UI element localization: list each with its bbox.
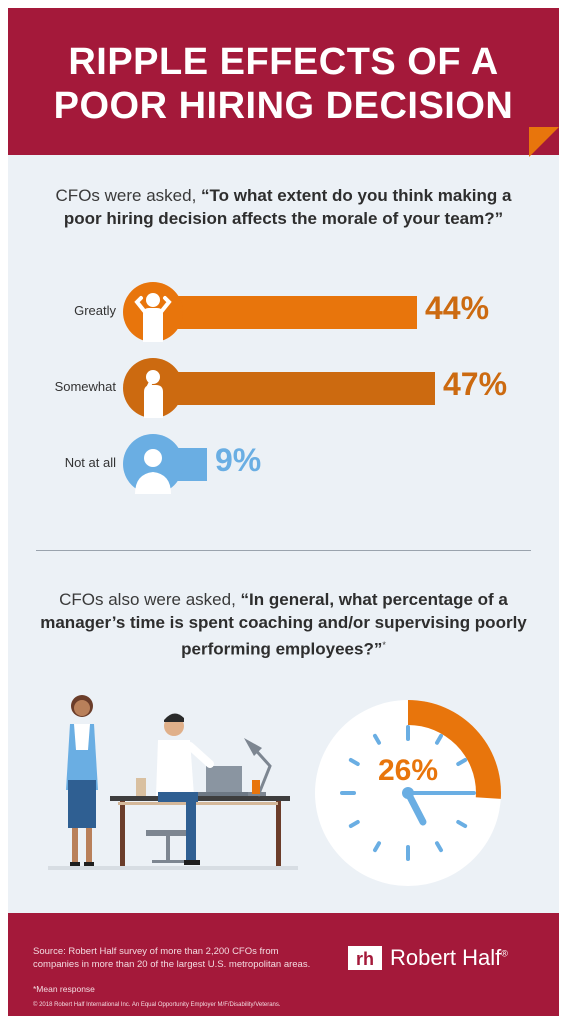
- logo-wordmark: Robert Half®: [390, 945, 508, 971]
- header-banner: RIPPLE EFFECTS OF A POOR HIRING DECISION: [8, 8, 559, 155]
- bar-value-label: 47%: [443, 366, 508, 402]
- source-note: Source: Robert Half survey of more than …: [33, 946, 311, 970]
- bar-label: Somewhat: [54, 379, 116, 394]
- bar-somewhat: [153, 372, 435, 405]
- question-2-footnote-marker: *: [382, 640, 386, 650]
- title-line-2: POOR HIRING DECISION: [53, 85, 514, 127]
- bar-row-somewhat: Somewhat 47%: [8, 352, 559, 422]
- frustrated-person-icon: [123, 282, 183, 342]
- clock-tick: [373, 733, 381, 745]
- analog-clock-icon: 26%: [315, 700, 501, 886]
- footer: Source: Robert Half survey of more than …: [8, 913, 559, 1016]
- clock-tick: [435, 841, 443, 853]
- copyright: © 2018 Robert Half International Inc. An…: [33, 1002, 281, 1008]
- neutral-person-icon: [123, 434, 183, 494]
- clock-tick: [456, 758, 468, 766]
- bar-label: Not at all: [64, 455, 116, 470]
- bar-row-not-at-all: Not at all 9%: [8, 428, 559, 498]
- logo-text: Robert Half: [390, 945, 502, 970]
- robert-half-logo-mark: rh: [348, 946, 382, 970]
- infographic: RIPPLE EFFECTS OF A POOR HIRING DECISION…: [8, 8, 559, 1016]
- logo-registered-mark: ®: [501, 948, 508, 959]
- clock-tick: [456, 820, 468, 828]
- corner-fold: [529, 127, 559, 157]
- bar-value-label: 9%: [215, 442, 262, 478]
- question-1-text: “To what extent do you think making a po…: [63, 186, 512, 228]
- question-1: CFOs were asked, “To what extent do you …: [38, 184, 529, 230]
- svg-text:rh: rh: [356, 949, 374, 969]
- section-divider: [36, 550, 531, 551]
- office-scene-illustration: [48, 695, 298, 870]
- thinking-person-icon: [123, 358, 183, 418]
- question-2: CFOs also were asked, “In general, what …: [38, 588, 529, 661]
- footnote: *Mean response: [33, 984, 95, 994]
- clock-tick: [348, 758, 360, 766]
- clock-tick: [373, 841, 381, 853]
- bar-row-greatly: Greatly 44%: [8, 276, 559, 346]
- page-title: RIPPLE EFFECTS OF A POOR HIRING DECISION: [8, 40, 559, 128]
- clock-tick: [435, 733, 443, 745]
- bar-value-label: 44%: [425, 290, 490, 326]
- bar-label: Greatly: [74, 303, 116, 318]
- question-1-prefix: CFOs were asked,: [55, 186, 202, 205]
- question-2-prefix: CFOs also were asked,: [59, 590, 241, 609]
- pie-value-label: 26%: [378, 754, 438, 787]
- title-line-1: RIPPLE EFFECTS OF A: [68, 41, 499, 83]
- clock-tick: [348, 820, 360, 828]
- question-2-text: “In general, what percentage of a manage…: [40, 590, 527, 659]
- bar-greatly: [153, 296, 417, 329]
